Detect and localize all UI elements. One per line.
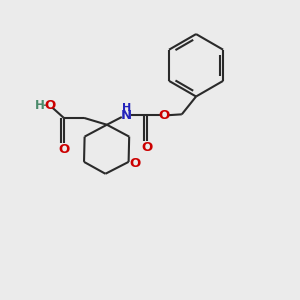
Text: O: O xyxy=(159,109,170,122)
Text: -: - xyxy=(42,99,47,112)
Text: O: O xyxy=(130,157,141,170)
Text: H: H xyxy=(122,103,131,113)
Text: N: N xyxy=(121,109,132,122)
Text: O: O xyxy=(141,140,153,154)
Text: O: O xyxy=(44,99,56,112)
Text: H: H xyxy=(35,99,45,112)
Text: O: O xyxy=(58,143,69,156)
